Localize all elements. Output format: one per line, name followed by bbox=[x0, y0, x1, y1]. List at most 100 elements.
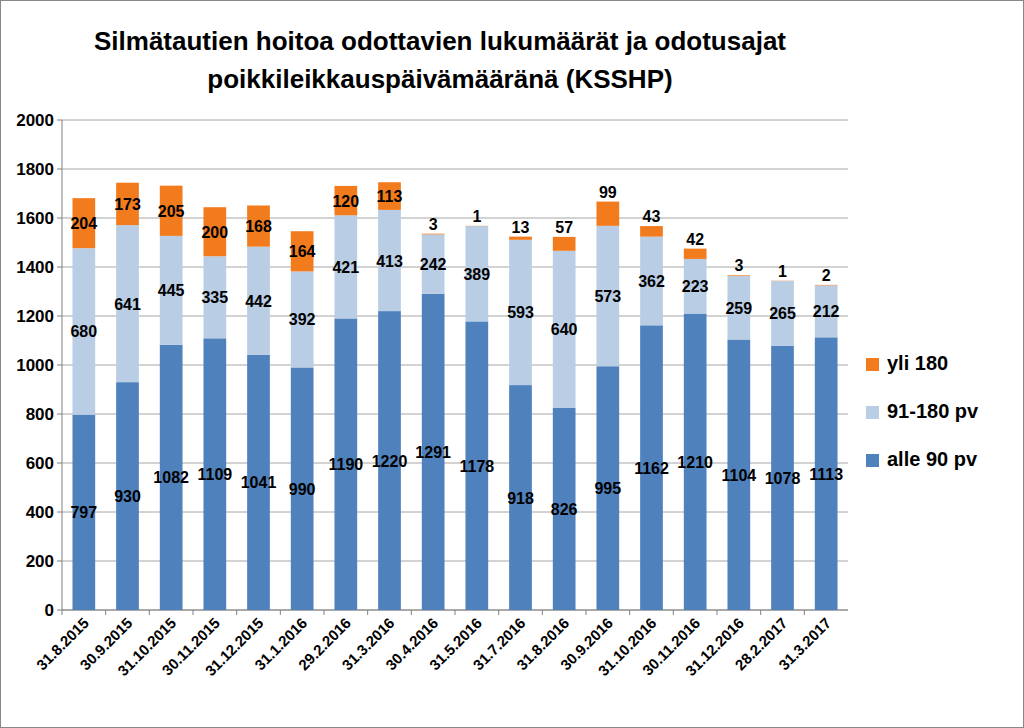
y-tick-label: 200 bbox=[26, 552, 54, 571]
data-label: 413 bbox=[376, 253, 403, 270]
data-label: 335 bbox=[201, 289, 228, 306]
legend-label: yli 180 bbox=[887, 352, 948, 374]
bar bbox=[553, 237, 576, 251]
data-label: 3 bbox=[429, 216, 438, 233]
bars bbox=[72, 182, 837, 610]
x-tick bbox=[629, 610, 630, 615]
x-tick bbox=[455, 610, 456, 615]
bar bbox=[509, 237, 532, 240]
data-label: 113 bbox=[377, 188, 403, 205]
data-label: 1109 bbox=[197, 466, 232, 483]
y-tick bbox=[57, 512, 62, 513]
data-label: 389 bbox=[463, 266, 490, 283]
data-label: 164 bbox=[289, 243, 316, 260]
data-label: 1190 bbox=[328, 456, 363, 473]
data-label: 1 bbox=[778, 263, 787, 280]
y-tick-label: 1000 bbox=[16, 356, 54, 375]
y-tick bbox=[57, 218, 62, 219]
data-label: 392 bbox=[289, 311, 316, 328]
data-label: 593 bbox=[507, 304, 534, 321]
x-tick bbox=[586, 610, 587, 615]
legend-label: 91-180 pv bbox=[887, 400, 979, 422]
y-tick-label: 1800 bbox=[16, 160, 54, 179]
data-label: 99 bbox=[599, 184, 617, 201]
data-label: 1113 bbox=[809, 466, 843, 483]
data-label: 640 bbox=[551, 321, 578, 338]
data-label: 445 bbox=[158, 282, 185, 299]
y-tick bbox=[57, 169, 62, 170]
y-tick bbox=[57, 316, 62, 317]
data-label: 212 bbox=[813, 303, 840, 320]
data-label: 2 bbox=[822, 267, 831, 284]
y-tick bbox=[57, 365, 62, 366]
bar bbox=[422, 233, 445, 235]
bar bbox=[465, 225, 488, 226]
x-tick bbox=[193, 610, 194, 615]
data-label: 120 bbox=[332, 193, 359, 210]
x-tick bbox=[149, 610, 150, 615]
data-label: 1210 bbox=[677, 454, 713, 471]
y-tick-label: 400 bbox=[26, 503, 54, 522]
data-label: 442 bbox=[245, 293, 272, 310]
x-tick bbox=[105, 610, 106, 615]
bar bbox=[727, 275, 750, 277]
data-label: 995 bbox=[594, 480, 621, 497]
legend-swatch bbox=[866, 454, 879, 467]
data-label: 573 bbox=[594, 288, 621, 305]
data-label: 13 bbox=[512, 219, 530, 236]
data-label: 362 bbox=[638, 273, 665, 290]
x-tick-label: 31.3.2017 bbox=[775, 614, 834, 673]
data-label: 1291 bbox=[415, 444, 451, 461]
x-tick bbox=[498, 610, 499, 615]
title: Silmätautien hoitoa odottavien lukumäärä… bbox=[94, 26, 786, 56]
data-label: 200 bbox=[201, 224, 228, 241]
data-label: 680 bbox=[70, 323, 97, 340]
y-tick-label: 0 bbox=[45, 601, 54, 620]
data-label: 826 bbox=[551, 501, 578, 518]
x-tick bbox=[760, 610, 761, 615]
x-tick bbox=[804, 610, 805, 615]
data-label: 918 bbox=[507, 490, 534, 507]
y-tick-label: 1400 bbox=[16, 258, 54, 277]
x-tick bbox=[411, 610, 412, 615]
y-tick bbox=[57, 267, 62, 268]
data-label: 223 bbox=[682, 278, 709, 295]
y-tick bbox=[57, 120, 62, 121]
y-tick-label: 1200 bbox=[16, 307, 54, 326]
bar bbox=[771, 280, 794, 281]
data-label: 57 bbox=[555, 219, 573, 236]
chart: Silmätautien hoitoa odottavien lukumäärä… bbox=[0, 0, 1024, 728]
y-tick-label: 600 bbox=[26, 454, 54, 473]
data-label: 1041 bbox=[241, 474, 277, 491]
legend-swatch bbox=[866, 358, 879, 371]
x-tick bbox=[367, 610, 368, 615]
data-label: 3 bbox=[734, 257, 743, 274]
data-label: 173 bbox=[114, 196, 141, 213]
data-label: 930 bbox=[114, 488, 141, 505]
x-tick bbox=[324, 610, 325, 615]
y-axis bbox=[62, 120, 63, 610]
bar bbox=[596, 202, 619, 226]
frame bbox=[1, 1, 1024, 728]
bar bbox=[640, 226, 663, 237]
x-tick-label: 31.12.2015 bbox=[202, 614, 267, 679]
x-tick bbox=[236, 610, 237, 615]
y-tick bbox=[57, 463, 62, 464]
data-label: 1104 bbox=[721, 467, 756, 484]
title: poikkileikkauspäivämääränä (KSSHP) bbox=[207, 64, 672, 94]
bar bbox=[815, 284, 838, 285]
data-labels: 7979301082110910419901190122012911178918… bbox=[70, 184, 843, 522]
data-label: 1082 bbox=[153, 469, 189, 486]
y-tick-label: 800 bbox=[26, 405, 54, 424]
data-label: 641 bbox=[114, 296, 141, 313]
y-tick-label: 2000 bbox=[16, 111, 54, 130]
y-tick-label: 1600 bbox=[16, 209, 54, 228]
data-label: 265 bbox=[769, 305, 796, 322]
x-tick bbox=[673, 610, 674, 615]
x-tick bbox=[280, 610, 281, 615]
data-label: 205 bbox=[158, 203, 185, 220]
data-label: 990 bbox=[289, 481, 316, 498]
x-tick-label: 31.12.2016 bbox=[682, 614, 747, 679]
data-label: 1178 bbox=[459, 458, 494, 475]
data-label: 43 bbox=[643, 208, 661, 225]
